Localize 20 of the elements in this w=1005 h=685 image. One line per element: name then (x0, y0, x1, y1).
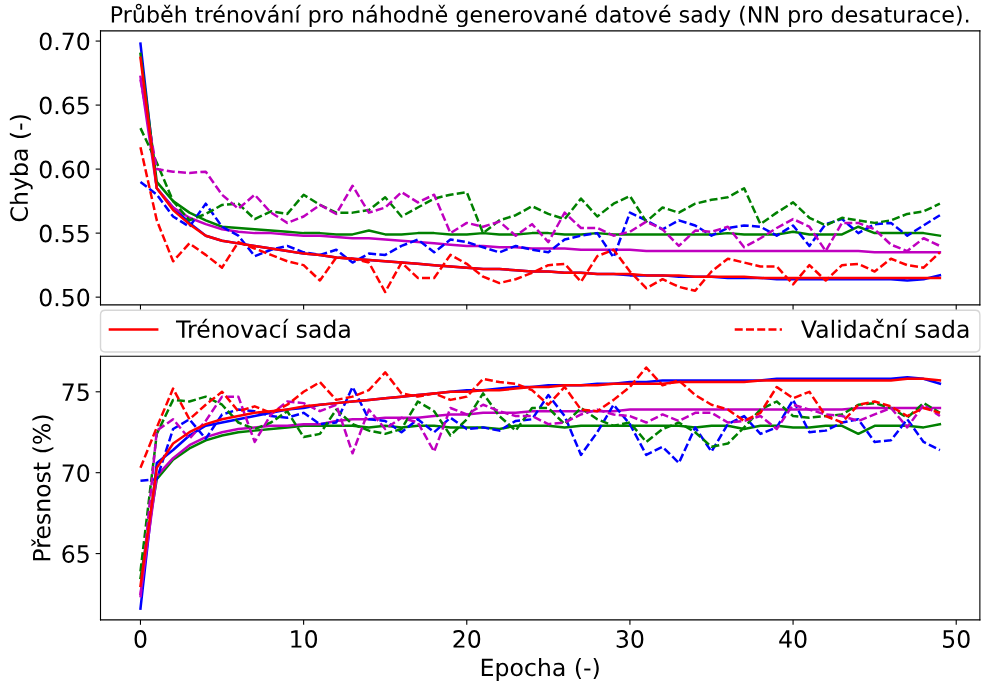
y-tick-label: 65 (62, 545, 89, 563)
x-tick-label: 50 (943, 630, 970, 648)
x-tick-label: 20 (453, 630, 481, 648)
y-tick-label: 0.50 (39, 288, 90, 307)
y-tick-label: 70 (62, 464, 90, 482)
x-tick-label: 30 (616, 630, 644, 648)
x-tick-label: 10 (291, 630, 318, 648)
y-tick-label: 0.70 (39, 32, 90, 51)
legend-label: Validační sada (801, 318, 969, 339)
chart-title: Průběh trénování pro náhodně generované datové sady (NN pro desaturace). (111, 3, 969, 28)
y-tick-label: 75 (62, 383, 89, 402)
legend-label: Trénovací sada (175, 318, 350, 339)
y-axis-title: Chyba (-) (9, 115, 33, 222)
y-tick-label: 0.65 (39, 96, 89, 115)
y-axis-title: Přesnost (%) (31, 415, 54, 561)
x-axis-title: Epocha (-) (481, 658, 599, 681)
y-tick-label: 0.60 (39, 160, 90, 179)
y-tick-label: 0.55 (39, 224, 89, 243)
x-tick-label: 40 (779, 630, 807, 648)
x-tick-label: 0 (134, 630, 147, 648)
